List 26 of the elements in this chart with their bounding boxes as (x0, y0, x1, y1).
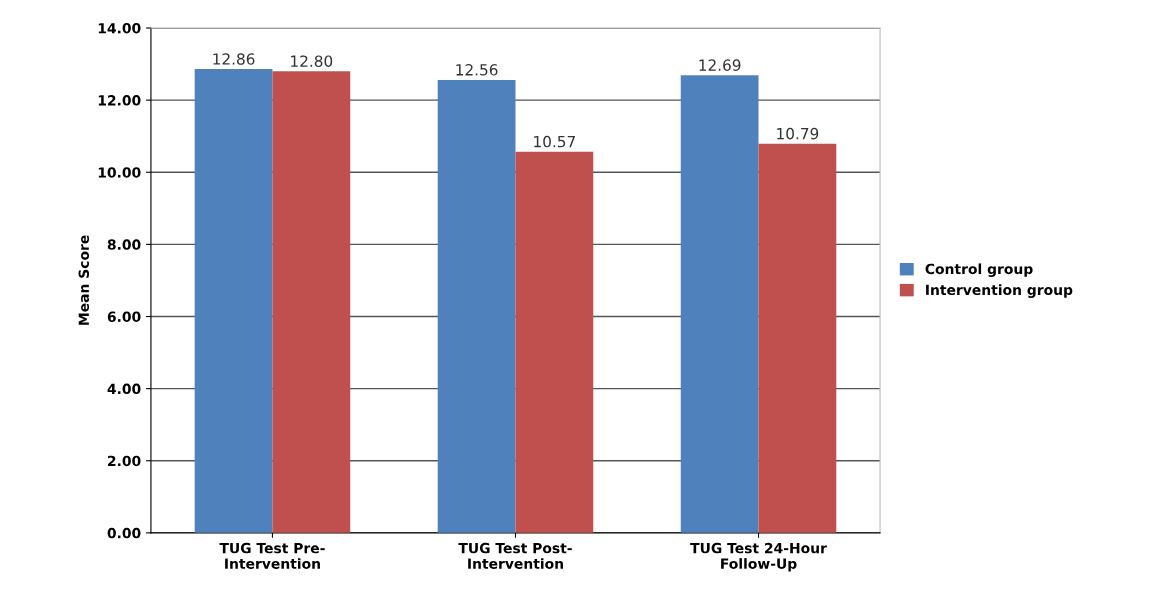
data-label: 12.69 (699, 59, 741, 71)
y-tick-label: 12.00 (98, 95, 141, 106)
bar (194, 69, 273, 533)
bar (758, 143, 837, 533)
y-tick-label: 6.00 (107, 311, 141, 322)
data-label: 12.56 (456, 64, 498, 76)
bar (437, 79, 516, 533)
bar (515, 151, 594, 533)
y-tick-label: 10.00 (98, 167, 141, 178)
bar (680, 75, 759, 533)
data-label: 12.86 (213, 53, 255, 65)
x-tick-label: TUG Test 24-Hour Follow-Up (690, 542, 827, 572)
y-tick-label: 14.00 (98, 22, 141, 34)
legend-label: Intervention group (926, 284, 1073, 298)
y-axis-title: Mean Score (78, 235, 90, 325)
data-label: 10.57 (534, 135, 575, 148)
data-label: 10.79 (777, 127, 819, 140)
x-tick-label: TUG Test Post- Intervention (458, 542, 572, 569)
y-tick-label: 2.00 (108, 455, 141, 467)
data-label: 12.80 (291, 55, 333, 67)
y-tick-label: 0.00 (107, 527, 141, 539)
y-tick-label: 8.00 (107, 239, 141, 250)
y-tick-label: 4.00 (107, 383, 141, 395)
x-tick-label: TUG Test Pre- Intervention (219, 542, 325, 569)
legend-label: Control group (925, 263, 1033, 277)
bar (272, 71, 351, 533)
